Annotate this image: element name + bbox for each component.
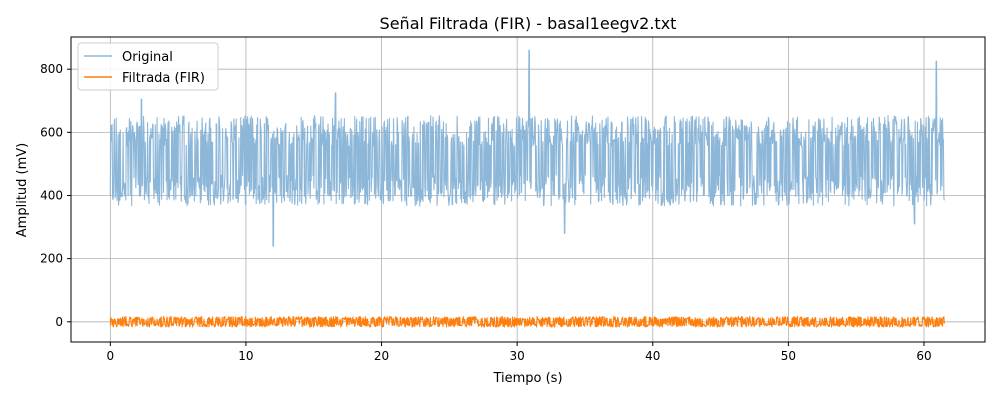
legend-label-original: Original — [122, 50, 173, 65]
y-tick-label: 400 — [40, 188, 63, 202]
y-axis: 0 200 400 600 800 — [40, 62, 71, 329]
y-axis-label: Amplitud (mV) — [15, 143, 30, 237]
series-line-original — [109, 49, 945, 247]
series-filtered — [109, 316, 945, 328]
y-tick-label: 800 — [40, 62, 63, 76]
x-tick-label: 40 — [645, 349, 660, 363]
x-tick-label: 30 — [510, 349, 525, 363]
chart-title: Señal Filtrada (FIR) - basal1eegv2.txt — [380, 14, 677, 33]
x-axis-label: Tiempo (s) — [492, 371, 562, 386]
legend-box — [77, 42, 219, 91]
y-tick-label: 600 — [40, 125, 63, 139]
x-tick-label: 50 — [781, 349, 796, 363]
y-tick-label: 200 — [40, 252, 63, 266]
plot-frame — [70, 36, 986, 343]
x-tick-label: 10 — [238, 349, 253, 363]
series-line-filtered — [109, 316, 945, 328]
x-axis: 0 10 20 30 40 50 60 — [107, 342, 932, 363]
y-tick-label: 0 — [55, 315, 63, 329]
x-tick-label: 60 — [916, 349, 931, 363]
legend: Original Filtrada (FIR) — [77, 42, 219, 91]
series-original — [109, 49, 945, 247]
legend-label-filtered: Filtrada (FIR) — [122, 71, 205, 86]
x-tick-label: 0 — [107, 349, 115, 363]
x-tick-label: 20 — [374, 349, 389, 363]
